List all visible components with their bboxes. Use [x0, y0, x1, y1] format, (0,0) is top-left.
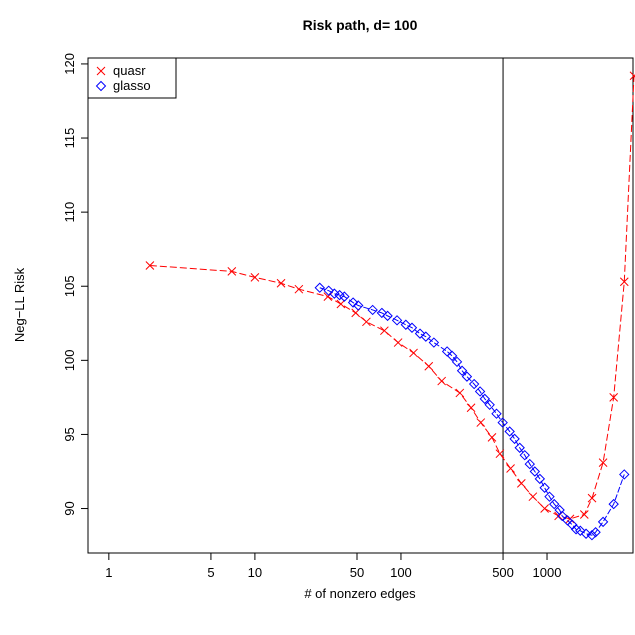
point — [539, 482, 550, 493]
point — [528, 492, 538, 502]
point — [380, 326, 389, 336]
x-tick-label: 50 — [350, 565, 364, 580]
x-tick-label: 5 — [207, 565, 214, 580]
point — [495, 449, 505, 459]
point — [145, 261, 155, 270]
point — [609, 393, 619, 402]
point — [391, 315, 403, 326]
point — [461, 371, 473, 382]
point — [529, 466, 541, 477]
y-axis-label: Neg−LL Risk — [12, 267, 27, 342]
point — [227, 267, 237, 276]
point — [608, 498, 619, 510]
point — [514, 442, 525, 453]
point — [456, 365, 468, 376]
point — [420, 331, 432, 342]
point — [619, 277, 629, 287]
y-tick-label: 100 — [62, 349, 77, 371]
x-tick-label: 100 — [390, 565, 412, 580]
legend-marker — [96, 66, 106, 76]
point — [455, 388, 465, 398]
point — [580, 528, 592, 539]
legend-marker — [95, 80, 107, 92]
y-tick-label: 120 — [62, 53, 77, 75]
y-tick-label: 105 — [62, 275, 77, 297]
point — [336, 299, 346, 309]
point — [479, 393, 491, 405]
x-tick-label: 1 — [105, 565, 112, 580]
point — [519, 449, 530, 461]
point — [575, 525, 586, 536]
point — [347, 297, 359, 308]
point — [619, 469, 630, 480]
y-tick-label: 95 — [62, 427, 77, 441]
point — [586, 530, 598, 541]
plot-frame — [87, 57, 634, 554]
point — [362, 317, 371, 327]
point — [540, 504, 549, 513]
point — [400, 319, 412, 330]
point — [406, 322, 418, 333]
point — [509, 433, 520, 445]
point — [376, 307, 388, 319]
chart-title: Risk path, d= 100 — [303, 17, 418, 33]
x-tick-label: 10 — [248, 565, 262, 580]
point — [487, 433, 497, 442]
point — [409, 348, 418, 358]
point — [428, 337, 440, 348]
point — [437, 376, 447, 386]
point — [504, 426, 515, 437]
point — [579, 510, 589, 519]
point — [382, 310, 393, 322]
legend-box — [87, 57, 177, 99]
y-tick-label: 115 — [62, 128, 77, 149]
legend-label: quasr — [113, 63, 146, 78]
y-tick-label: 90 — [62, 501, 77, 515]
series-line — [149, 75, 635, 520]
point — [446, 350, 458, 362]
point — [544, 491, 555, 502]
point — [567, 519, 578, 531]
legend-label: glasso — [113, 78, 151, 93]
point — [629, 71, 635, 81]
point — [516, 478, 526, 488]
point — [484, 399, 495, 411]
point — [367, 304, 378, 316]
point — [491, 408, 502, 419]
point — [590, 527, 601, 538]
point — [587, 493, 597, 503]
point — [476, 418, 486, 427]
y-tick-label: 110 — [62, 202, 77, 223]
point — [323, 285, 334, 296]
point — [597, 516, 609, 528]
point — [414, 328, 426, 339]
x-axis-label: # of nonzero edges — [304, 586, 416, 601]
point — [294, 284, 304, 294]
point — [506, 464, 515, 473]
point — [451, 356, 463, 368]
point — [556, 510, 568, 522]
point — [534, 473, 546, 485]
point — [339, 291, 350, 302]
point — [524, 458, 535, 470]
point — [276, 278, 286, 288]
point — [468, 378, 480, 390]
point — [424, 361, 434, 371]
point — [598, 458, 608, 467]
point — [353, 300, 364, 311]
point — [314, 282, 325, 293]
point — [393, 338, 403, 347]
x-tick-label: 1000 — [533, 565, 562, 580]
point — [497, 417, 508, 428]
x-tick-label: 500 — [492, 565, 514, 580]
point — [466, 403, 476, 413]
point — [250, 272, 260, 282]
point — [474, 386, 486, 397]
point — [549, 498, 560, 510]
series-line — [319, 287, 625, 536]
